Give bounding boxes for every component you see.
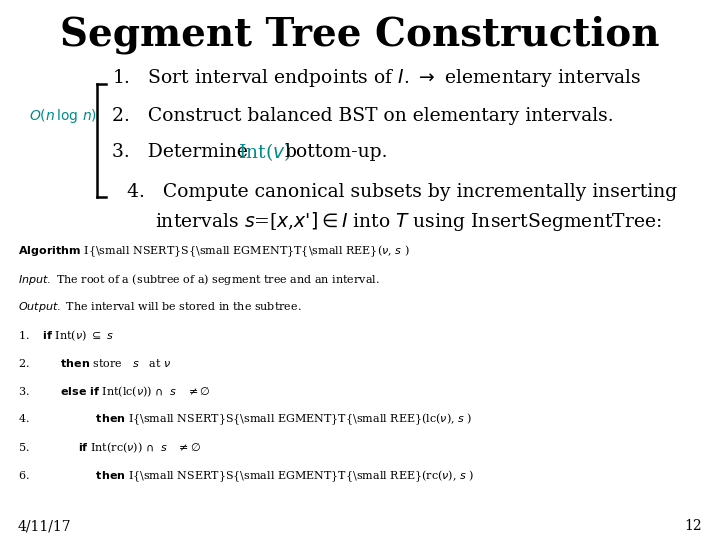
Text: Int($\mathit{v}$): Int($\mathit{v}$): [238, 141, 291, 163]
Text: 4.                   $\mathbf{then}$ I{\small NSERT}S{\small EGMENT}T{\small REE: 4. $\mathbf{then}$ I{\small NSERT}S{\sma…: [18, 412, 472, 427]
Text: 1.    $\mathbf{if}$ Int($\nu$) $\subseteq$ $s$: 1. $\mathbf{if}$ Int($\nu$) $\subseteq$ …: [18, 328, 114, 342]
Text: 4/11/17: 4/11/17: [18, 519, 71, 534]
Text: 4.   Compute canonical subsets by incrementally inserting: 4. Compute canonical subsets by incremen…: [127, 183, 678, 201]
Text: bottom-up.: bottom-up.: [284, 143, 388, 161]
Text: intervals $\mathit{s}$=[$\mathit{x}$,$\mathit{x}$'$]\in\mathit{I}$ into $\mathit: intervals $\mathit{s}$=[$\mathit{x}$,$\m…: [155, 210, 662, 233]
Text: 12: 12: [685, 519, 702, 534]
Text: $\mathbf{Algorithm}$ I{\small NSERT}S{\small EGMENT}T{\small REE}($\nu$, $s$ ): $\mathbf{Algorithm}$ I{\small NSERT}S{\s…: [18, 244, 410, 259]
Text: $\mathit{Input.}$ The root of a (subtree of a) segment tree and an interval.: $\mathit{Input.}$ The root of a (subtree…: [18, 272, 379, 287]
Text: 3.         $\mathbf{else}$ $\mathbf{if}$ Int(lc($\nu$)) $\cap$  $s$   $\neq\empt: 3. $\mathbf{else}$ $\mathbf{if}$ Int(lc(…: [18, 384, 211, 399]
Text: Segment Tree Construction: Segment Tree Construction: [60, 16, 660, 55]
Text: $O(n\,\log\,n)$: $O(n\,\log\,n)$: [29, 107, 96, 125]
Text: $\mathit{Output.}$ The interval will be stored in the subtree.: $\mathit{Output.}$ The interval will be …: [18, 300, 302, 314]
Text: 5.              $\mathbf{if}$ Int(rc($\nu$)) $\cap$  $s$   $\neq\emptyset$: 5. $\mathbf{if}$ Int(rc($\nu$)) $\cap$ $…: [18, 441, 201, 455]
Text: 6.                   $\mathbf{then}$ I{\small NSERT}S{\small EGMENT}T{\small REE: 6. $\mathbf{then}$ I{\small NSERT}S{\sma…: [18, 468, 474, 483]
Text: 1.   Sort interval endpoints of $\mathit{I}$. $\rightarrow$ elementary intervals: 1. Sort interval endpoints of $\mathit{I…: [112, 68, 641, 89]
Text: 2.   Construct balanced BST on elementary intervals.: 2. Construct balanced BST on elementary …: [112, 107, 613, 125]
Text: 2.         $\mathbf{then}$ store   $s$   at $\nu$: 2. $\mathbf{then}$ store $s$ at $\nu$: [18, 357, 171, 369]
Text: 3.   Determine: 3. Determine: [112, 143, 253, 161]
